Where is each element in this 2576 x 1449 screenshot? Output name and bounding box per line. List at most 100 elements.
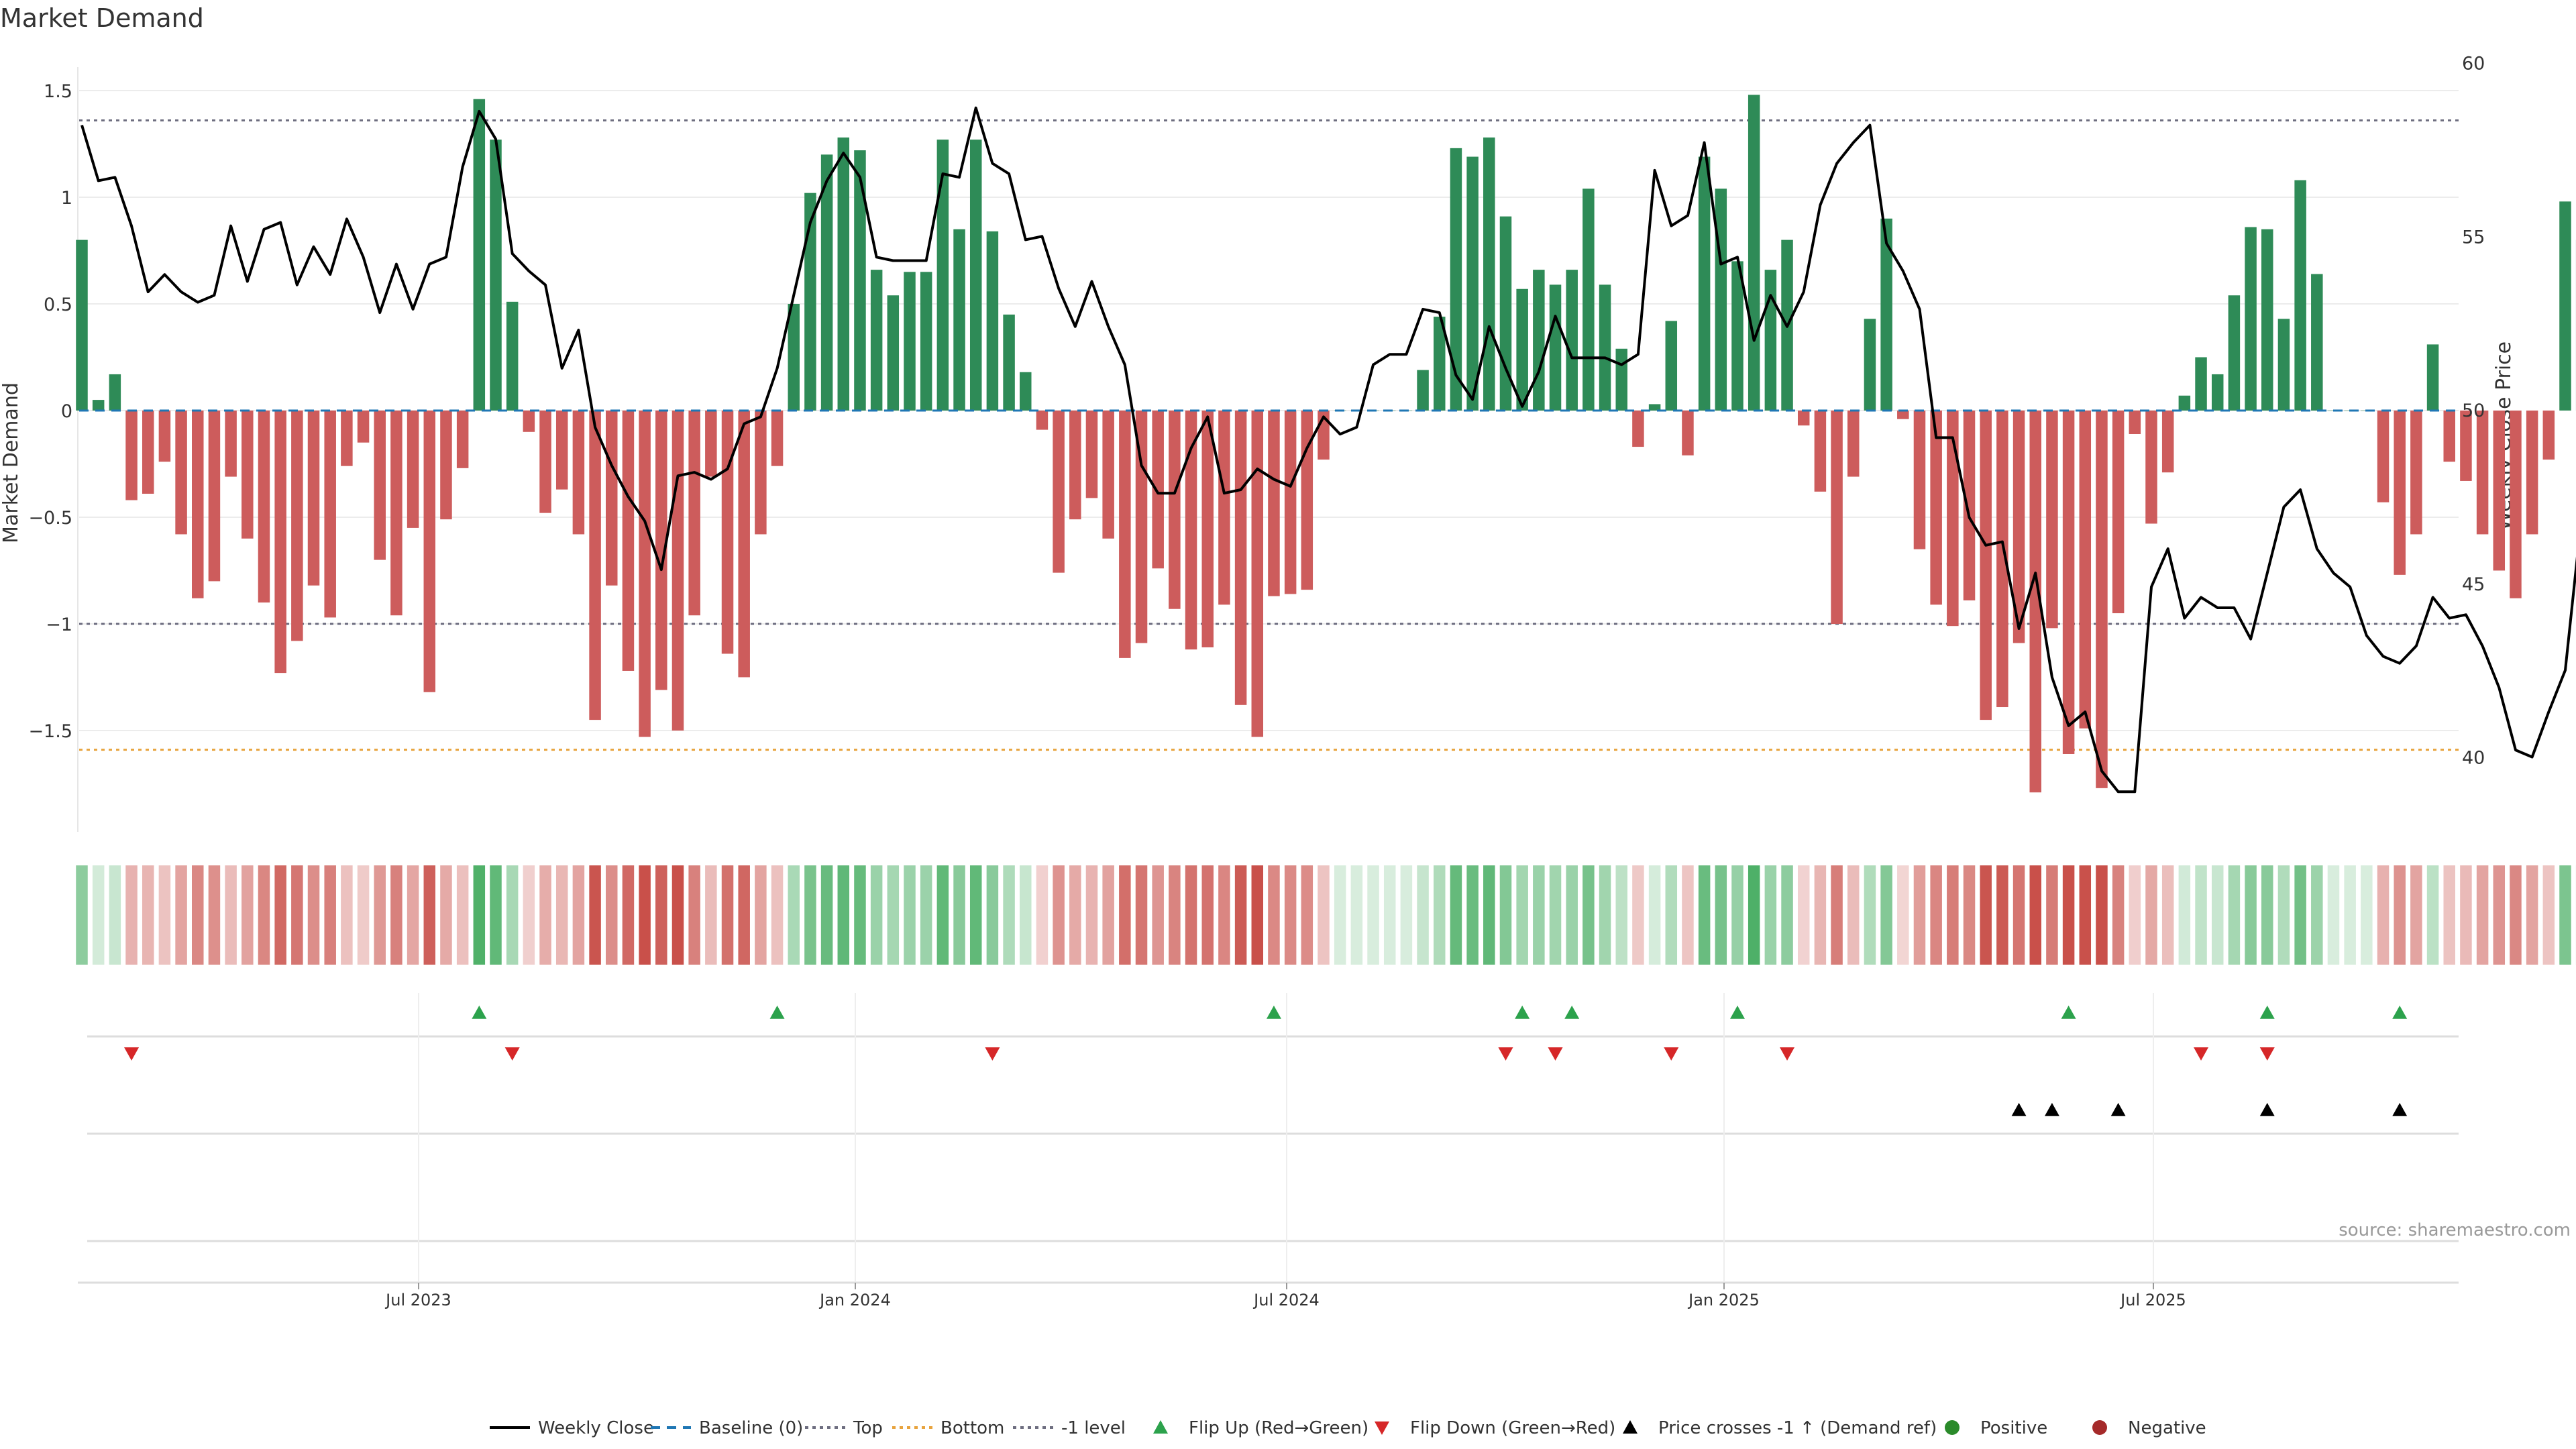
flip-down-marker xyxy=(124,1047,140,1061)
heat-cell xyxy=(572,865,585,965)
heat-cell xyxy=(158,865,171,965)
heat-cell xyxy=(1036,865,1049,965)
y-tick-label: 1.5 xyxy=(44,81,72,102)
heat-cell xyxy=(1764,865,1777,965)
heat-cell xyxy=(1549,865,1562,965)
heat-cell xyxy=(1947,865,1959,965)
demand-bar xyxy=(192,411,204,598)
legend-item: Flip Down (Green→Red) xyxy=(1375,1418,1615,1438)
demand-bar xyxy=(1234,411,1247,705)
heat-cell xyxy=(2510,865,2522,965)
demand-bar xyxy=(854,150,866,411)
heat-cell xyxy=(721,865,734,965)
y-tick-label: −1 xyxy=(46,614,72,635)
heat-cell xyxy=(1301,865,1313,965)
demand-bar xyxy=(688,411,700,616)
demand-bar xyxy=(2377,411,2390,502)
demand-bar xyxy=(1764,270,1777,411)
demand-bar xyxy=(1020,372,1032,411)
heat-cell xyxy=(870,865,883,965)
heat-cell xyxy=(771,865,784,965)
heat-cell xyxy=(423,865,436,965)
heat-cell xyxy=(407,865,419,965)
demand-bar xyxy=(92,400,105,411)
demand-bar xyxy=(2211,374,2224,411)
y2-tick-labels: 60 55 50 45 40 xyxy=(2462,54,2485,769)
y2-tick-label: 60 xyxy=(2462,54,2485,74)
heat-cell xyxy=(1930,865,1942,965)
demand-bar xyxy=(2460,411,2472,481)
demand-bar xyxy=(920,272,932,411)
heat-cell xyxy=(192,865,204,965)
demand-bar xyxy=(341,411,353,466)
demand-bar xyxy=(1284,411,1297,594)
demand-bar xyxy=(2294,180,2306,411)
demand-bar xyxy=(407,411,419,528)
demand-bar xyxy=(1251,411,1264,737)
heat-cell xyxy=(953,865,965,965)
legend-label: Flip Up (Red→Green) xyxy=(1189,1418,1368,1438)
x-tick-label: Jul 2023 xyxy=(384,1291,451,1309)
price-cross-marker xyxy=(2044,1103,2059,1116)
demand-bar xyxy=(1582,189,1595,411)
demand-bar xyxy=(1119,411,1131,658)
flip-up-marker xyxy=(2061,1006,2076,1019)
heat-cell xyxy=(2161,865,2174,965)
heat-cell xyxy=(639,865,651,965)
heat-cell xyxy=(2443,865,2455,965)
heat-cell xyxy=(2526,865,2538,965)
heat-cell xyxy=(92,865,105,965)
heat-cell xyxy=(2410,865,2422,965)
heat-cell xyxy=(804,865,816,965)
demand-bar xyxy=(456,411,469,468)
demand-bar xyxy=(2012,411,2025,643)
legend-item: Weekly Close xyxy=(490,1418,654,1438)
demand-bar xyxy=(953,229,965,411)
demand-bar xyxy=(1516,288,1528,411)
demand-bar xyxy=(2261,229,2273,411)
heat-cell xyxy=(175,865,187,965)
flip-up-marker xyxy=(2259,1006,2275,1019)
legend-label: Price crosses -1 ↑ (Demand ref) xyxy=(1658,1418,1937,1438)
price-cross-marker xyxy=(2259,1103,2275,1116)
demand-bar xyxy=(2559,201,2571,411)
heat-cell xyxy=(1897,865,1909,965)
heat-cell xyxy=(1185,865,1197,965)
demand-bar xyxy=(1797,411,1810,426)
heat-cell xyxy=(920,865,932,965)
heat-cell xyxy=(2062,865,2075,965)
flip-down-marker xyxy=(504,1047,520,1061)
demand-bar xyxy=(490,140,502,411)
demand-bar xyxy=(1566,270,1578,411)
demand-bar xyxy=(2178,395,2191,411)
flip-down-marker xyxy=(985,1047,1000,1061)
demand-bar xyxy=(125,411,138,500)
heat-cell xyxy=(1831,865,1843,965)
demand-bar xyxy=(606,411,618,586)
heat-cell xyxy=(1913,865,1926,965)
heat-cell xyxy=(1797,865,1810,965)
legend-symbol xyxy=(1623,1420,1638,1434)
heat-cell xyxy=(1135,865,1148,965)
demand-bar xyxy=(755,411,767,535)
y-tick-label: 0 xyxy=(61,401,72,422)
heat-cell xyxy=(622,865,635,965)
heat-cell xyxy=(324,865,336,965)
heat-cell xyxy=(490,865,502,965)
heat-cell xyxy=(1847,865,1860,965)
demand-bar xyxy=(390,411,402,616)
heat-cell xyxy=(2311,865,2323,965)
heat-cell xyxy=(2377,865,2390,965)
heat-cell xyxy=(1748,865,1760,965)
heat-cell xyxy=(2542,865,2555,965)
flip-down-marker xyxy=(1548,1047,1563,1061)
demand-bar xyxy=(1847,411,1860,477)
demand-bar xyxy=(904,272,916,411)
legend-item: Negative xyxy=(2092,1418,2206,1438)
demand-bar xyxy=(1268,411,1280,596)
demand-bar xyxy=(721,411,734,654)
flip-down-marker xyxy=(2194,1047,2209,1061)
heat-cell xyxy=(555,865,568,965)
heat-cell xyxy=(1069,865,1081,965)
demand-bar xyxy=(1053,411,1065,573)
